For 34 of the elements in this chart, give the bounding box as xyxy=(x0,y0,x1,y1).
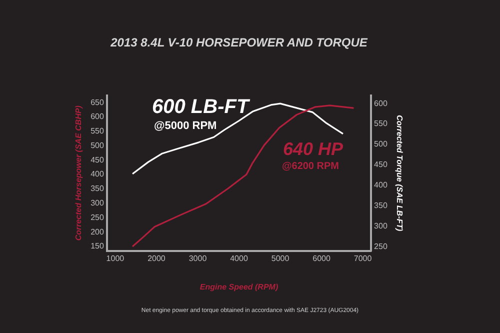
x-tick-label: 2000 xyxy=(148,254,166,263)
x-tick-label: 7000 xyxy=(354,254,372,263)
chart-title: 2013 8.4L V-10 HORSEPOWER AND TORQUE xyxy=(110,36,368,50)
y2-tick-label: 600 xyxy=(374,98,388,108)
y2-tick-label: 400 xyxy=(374,180,388,190)
x-axis-title: Engine Speed (RPM) xyxy=(200,282,278,292)
annotation: @6200 RPM xyxy=(282,161,339,172)
y-tick-label: 150 xyxy=(90,242,104,251)
y-tick-label: 600 xyxy=(90,112,104,122)
y-tick-label: 650 xyxy=(90,98,104,107)
y-tick-label: 200 xyxy=(90,227,104,236)
y2-tick-label: 450 xyxy=(374,160,388,170)
y-tick-label: 350 xyxy=(90,184,104,194)
x-tick-label: 1000 xyxy=(106,254,125,263)
y2-tick-label: 250 xyxy=(374,242,388,251)
y-tick-label: 250 xyxy=(90,212,104,222)
y-tick-label: 300 xyxy=(90,198,104,208)
x-tick-label: 4000 xyxy=(230,254,248,263)
y2-tick-label: 350 xyxy=(374,201,388,210)
annotation: 600 LB-FT xyxy=(152,96,249,119)
y-tick-label: 450 xyxy=(90,155,104,164)
annotation: 640 HP xyxy=(283,139,344,160)
y2-tick-label: 300 xyxy=(374,221,388,230)
annotation: @5000 RPM xyxy=(154,120,217,132)
y2-axis-title: Corrected Torque (SAE LB-FT) xyxy=(394,115,404,232)
y2-tick-label: 500 xyxy=(374,140,388,149)
y2-tick-label: 550 xyxy=(374,119,388,128)
x-tick-label: 3000 xyxy=(188,254,208,263)
y-tick-label: 550 xyxy=(90,126,104,136)
x-tick-label: 5000 xyxy=(271,254,290,263)
x-tick-label: 6000 xyxy=(312,254,331,263)
y-tick-label: 400 xyxy=(90,170,104,179)
y-tick-label: 500 xyxy=(90,140,104,150)
y-axis-title: Corrected Horsepower (SAE CBHP) xyxy=(74,105,84,241)
